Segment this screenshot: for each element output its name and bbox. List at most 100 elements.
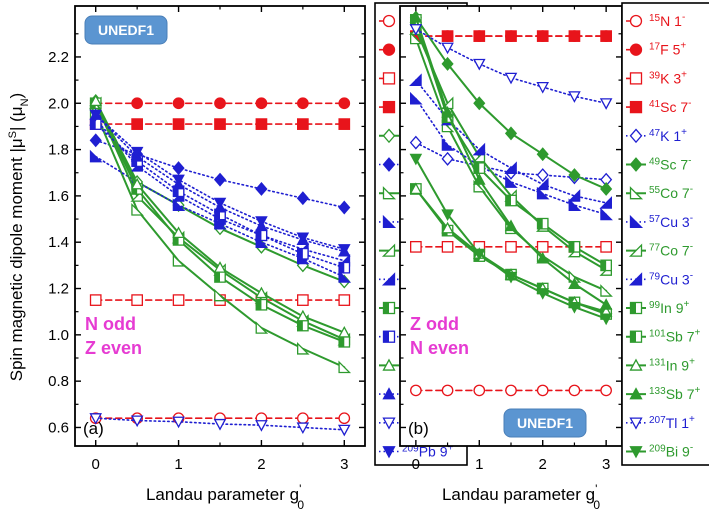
- legend-entry: 49Sc 7-: [626, 156, 692, 173]
- data-point: [410, 240, 422, 253]
- data-point: [172, 416, 185, 429]
- data-point: [410, 31, 423, 45]
- data-point: [172, 118, 185, 130]
- legend: 15N 1- 17F 5+ 39K 3+ 41Sc 7- 47K 1+ 49Sc 7- 55…: [621, 2, 709, 466]
- data-point: [89, 133, 102, 148]
- data-point: [536, 217, 549, 230]
- data-point: [441, 221, 454, 234]
- legend-label: 77Co 7-: [649, 242, 693, 259]
- data-point: [536, 147, 549, 162]
- x-axis-label: Landau parameter g' 0: [146, 482, 304, 512]
- data-point: [505, 175, 518, 188]
- legend-entry: 41Sc 7-: [626, 98, 692, 115]
- annotation-text: N even: [410, 338, 469, 358]
- badge-text: UNEDF1: [98, 22, 154, 38]
- data-point: [131, 203, 144, 216]
- data-point: [172, 161, 185, 176]
- data-point: [536, 384, 549, 397]
- data-point: [472, 173, 486, 185]
- y-tick-label: 2.2: [48, 49, 69, 66]
- data-point: [213, 418, 227, 431]
- data-point: [255, 321, 269, 334]
- data-point: [297, 341, 310, 355]
- data-point: [441, 209, 454, 221]
- x-axis-label: Landau parameter g' 0: [442, 482, 600, 512]
- legend-label: 17F 5+: [649, 41, 686, 58]
- data-point: [441, 30, 454, 42]
- legend-marker: [382, 186, 397, 200]
- data-point: [504, 219, 518, 232]
- legend-entry: 55Co 7-: [626, 184, 693, 201]
- series-209bi: [409, 153, 613, 326]
- data-point: [409, 24, 423, 36]
- data-point: [600, 284, 613, 297]
- legend-marker: [382, 214, 397, 229]
- y-tick-label: 0.8: [48, 373, 69, 390]
- legend-entry: 17F 5+: [626, 41, 686, 58]
- data-point: [567, 189, 581, 202]
- legend-marker: [629, 301, 643, 315]
- data-point: [130, 146, 144, 159]
- y-tick-label: 0.6: [48, 419, 69, 436]
- legend-label: 209Pb 9+: [402, 443, 454, 460]
- y-tick-label: 1.8: [48, 142, 69, 159]
- panel-label: (b): [408, 419, 429, 438]
- legend-label: 55Co 7-: [649, 184, 693, 201]
- data-point: [297, 319, 309, 332]
- legend-entry: 15N 1-: [626, 12, 685, 29]
- data-point: [89, 294, 102, 306]
- x-tick-label: 0: [92, 456, 100, 473]
- data-point: [297, 247, 309, 260]
- data-point: [337, 325, 351, 338]
- data-point: [441, 56, 454, 71]
- series-41sc: [410, 30, 612, 42]
- data-point: [213, 172, 227, 187]
- legend-marker: [629, 14, 643, 28]
- x-tick-label: 0: [412, 456, 420, 473]
- data-point: [472, 149, 486, 163]
- data-point: [130, 177, 144, 190]
- data-point: [599, 313, 613, 326]
- y-axis-label: Spin magnetic dipole moment |μS| (μN): [7, 93, 31, 381]
- data-point: [338, 335, 351, 348]
- data-point: [172, 97, 185, 110]
- series-131sn: [89, 94, 351, 338]
- y-tick-label: 1.4: [48, 234, 69, 251]
- data-point: [255, 181, 268, 196]
- series-15n: [410, 384, 612, 397]
- legend-marker: [629, 417, 643, 430]
- data-point: [338, 118, 351, 130]
- legend-label: 41Sc 7-: [649, 98, 692, 115]
- legend-marker: [382, 330, 396, 343]
- data-point: [131, 97, 143, 110]
- legend-entry: 209Pb 9+: [379, 443, 454, 460]
- data-point: [536, 251, 550, 264]
- data-point: [338, 360, 352, 374]
- data-point: [214, 97, 226, 110]
- data-point: [568, 277, 581, 289]
- data-point: [441, 384, 454, 397]
- legend-label: 79Cu 3-: [649, 270, 693, 287]
- legend-marker: [381, 272, 396, 286]
- data-point: [599, 196, 612, 209]
- y-tick-label: 1.2: [48, 281, 69, 298]
- legend-entry: 79Cu 3-: [626, 270, 693, 287]
- data-point: [504, 126, 518, 141]
- legend-marker: [629, 330, 643, 343]
- data-point: [131, 294, 143, 306]
- data-point: [441, 42, 454, 55]
- data-point: [410, 384, 422, 397]
- data-point: [214, 288, 227, 302]
- data-point: [338, 97, 351, 110]
- data-point: [89, 149, 103, 163]
- data-point: [255, 118, 268, 130]
- data-point: [568, 30, 581, 42]
- legend-entry: 133Sb 7+: [626, 385, 701, 402]
- legend-label: 133Sb 7+: [649, 385, 701, 402]
- legend-marker: [382, 14, 396, 28]
- data-point: [473, 96, 486, 111]
- data-point: [296, 422, 310, 435]
- y-tick-label: 1.0: [48, 327, 69, 344]
- series-133sb: [409, 11, 613, 310]
